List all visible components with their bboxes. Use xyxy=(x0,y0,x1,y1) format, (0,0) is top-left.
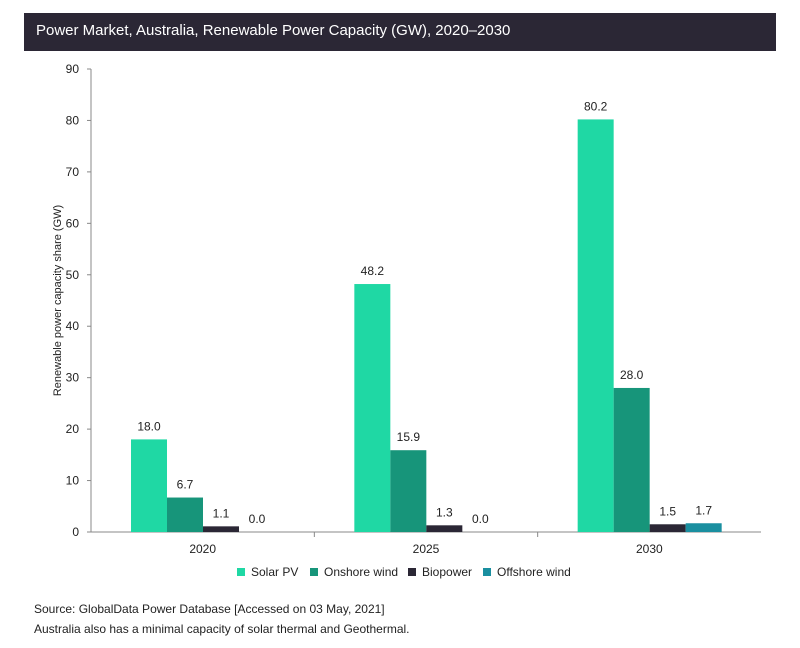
y-tick-label: 20 xyxy=(66,422,80,436)
bar-offshore-wind-2030 xyxy=(685,523,722,532)
legend-swatch-biopower xyxy=(408,568,416,576)
y-tick-label: 60 xyxy=(66,216,80,230)
legend-swatch-onshore-wind xyxy=(310,568,318,576)
data-label: 15.9 xyxy=(397,430,421,444)
title-bar: Power Market, Australia, Renewable Power… xyxy=(24,13,776,51)
y-tick-label: 30 xyxy=(66,371,80,385)
bar-solar-pv-2030 xyxy=(577,119,614,532)
data-label: 48.2 xyxy=(361,264,385,278)
legend-swatch-offshore-wind xyxy=(483,568,491,576)
source-note: Source: GlobalData Power Database [Acces… xyxy=(34,602,385,616)
x-tick-label: 2020 xyxy=(189,542,216,556)
data-label: 1.7 xyxy=(695,503,712,517)
x-tick-label: 2030 xyxy=(636,542,663,556)
bar-biopower-2025 xyxy=(426,525,463,532)
data-label: 28.0 xyxy=(620,368,644,382)
data-label: 1.1 xyxy=(213,506,230,520)
legend-item-biopower: Biopower xyxy=(408,565,472,579)
y-tick-label: 70 xyxy=(66,165,80,179)
legend: Solar PV Onshore wind Biopower Offshore … xyxy=(0,565,800,585)
legend-label-solar-pv: Solar PV xyxy=(251,565,299,579)
legend-item-offshore-wind: Offshore wind xyxy=(483,565,571,579)
y-tick-label: 10 xyxy=(66,474,80,488)
legend-item-solar-pv: Solar PV xyxy=(237,565,298,579)
data-label: 1.5 xyxy=(659,504,676,518)
y-tick-label: 50 xyxy=(66,268,80,282)
bar-solar-pv-2025 xyxy=(354,284,391,532)
data-label: 1.3 xyxy=(436,505,453,519)
y-axis-label: Renewable power capacity share (GW) xyxy=(52,205,64,396)
x-tick-label: 2025 xyxy=(413,542,440,556)
bar-onshore-wind-2025 xyxy=(390,450,427,532)
data-label: 18.0 xyxy=(137,419,161,433)
legend-label-biopower: Biopower xyxy=(422,565,473,579)
data-label: 0.0 xyxy=(249,512,266,526)
data-label: 0.0 xyxy=(472,512,489,526)
y-tick-label: 80 xyxy=(66,113,80,127)
bar-biopower-2020 xyxy=(203,526,239,532)
y-tick-label: 90 xyxy=(66,62,80,76)
legend-item-onshore-wind: Onshore wind xyxy=(310,565,398,579)
legend-label-onshore-wind: Onshore wind xyxy=(324,565,399,579)
chart-title: Power Market, Australia, Renewable Power… xyxy=(36,22,511,39)
bar-onshore-wind-2030 xyxy=(613,387,650,532)
bar-solar-pv-2020 xyxy=(131,439,167,532)
data-label: 6.7 xyxy=(177,478,194,492)
bar-biopower-2030 xyxy=(649,524,686,532)
y-tick-label: 40 xyxy=(66,319,80,333)
legend-swatch-solar-pv xyxy=(237,568,245,576)
legend-label-offshore-wind: Offshore wind xyxy=(497,565,571,579)
y-tick-label: 0 xyxy=(72,525,79,539)
footnote: Australia also has a minimal capacity of… xyxy=(34,622,410,636)
bar-onshore-wind-2020 xyxy=(167,497,203,532)
data-label: 80.2 xyxy=(584,99,608,113)
